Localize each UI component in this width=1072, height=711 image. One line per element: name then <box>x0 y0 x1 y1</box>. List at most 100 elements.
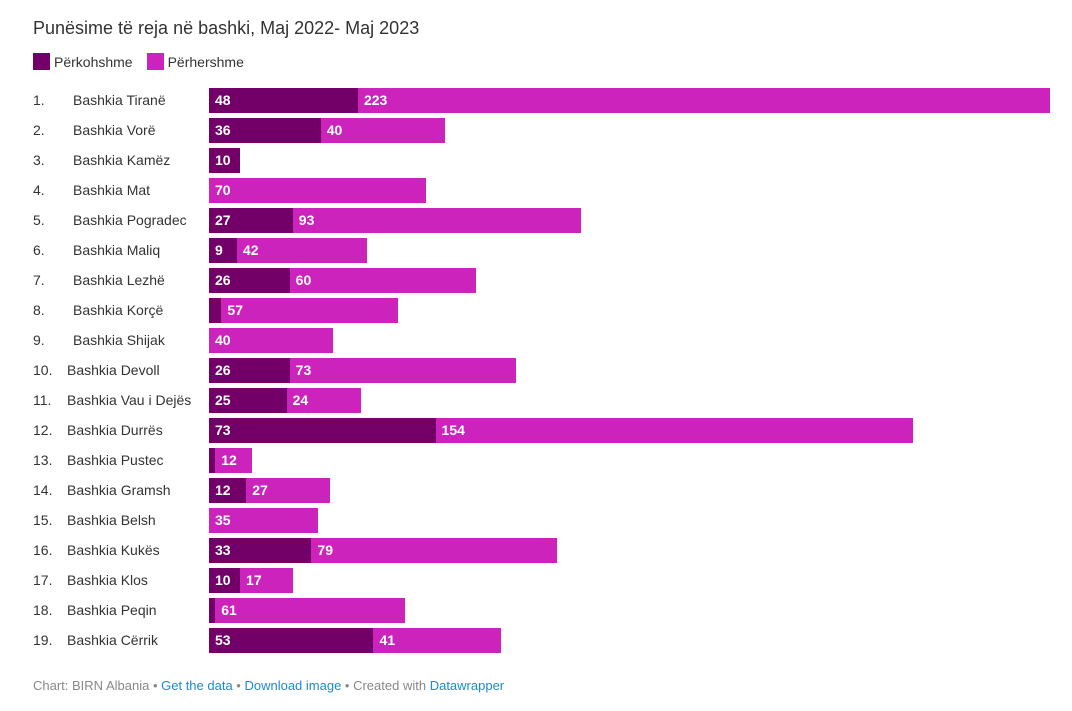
bar-row: 16. Bashkia Kukës 33 79 <box>0 538 1072 563</box>
category-label: Bashkia Belsh <box>67 512 156 528</box>
bar-perkohshme: 12 <box>209 478 247 503</box>
data-label: 12 <box>221 452 237 468</box>
data-label: 60 <box>295 272 312 288</box>
legend-item-perkohshme: Përkohshme <box>33 53 133 70</box>
bar-perhershme: 223 <box>357 88 1050 113</box>
rank-label: 6. <box>33 242 45 258</box>
rank-label: 15. <box>33 512 53 528</box>
rank-label: 10. <box>33 362 53 378</box>
bar-perkohshme: 9 <box>209 238 237 263</box>
bar-row: 11. Bashkia Vau i Dejës 25 24 <box>0 388 1072 413</box>
category-label: Bashkia Kukës <box>67 542 160 558</box>
category-label: Bashkia Tiranë <box>73 92 166 108</box>
bar-row: 3. Bashkia Kamëz 10 <box>0 148 1072 173</box>
bar-perhershme: 61 <box>215 598 405 623</box>
bar-perhershme: 70 <box>209 178 427 203</box>
bar-row: 18. Bashkia Peqin 61 <box>0 598 1072 623</box>
data-label: 36 <box>215 122 231 138</box>
get-data-link[interactable]: Get the data <box>161 678 233 693</box>
data-label: 24 <box>292 392 309 408</box>
rank-label: 18. <box>33 602 53 618</box>
category-label: Bashkia Pustec <box>67 452 164 468</box>
legend-item-perhershme: Përhershme <box>146 53 244 70</box>
bar-perkohshme: 26 <box>209 358 290 383</box>
data-label: 27 <box>252 482 268 498</box>
rank-label: 17. <box>33 572 53 588</box>
rank-label: 4. <box>33 182 45 198</box>
bar-perhershme: 12 <box>215 448 253 473</box>
data-label: 40 <box>215 332 231 348</box>
data-label: 12 <box>215 482 231 498</box>
data-label: 25 <box>215 392 231 408</box>
category-label: Bashkia Kamëz <box>73 152 171 168</box>
category-label: Bashkia Devoll <box>67 362 160 378</box>
category-label: Bashkia Durrës <box>67 422 163 438</box>
datawrapper-link[interactable]: Datawrapper <box>429 678 505 693</box>
data-label: 79 <box>317 542 333 558</box>
bar-row: 2. Bashkia Vorë 36 40 <box>0 118 1072 143</box>
bar-row: 5. Bashkia Pogradec 27 93 <box>0 208 1072 233</box>
bar-perhershme: 24 <box>286 388 362 413</box>
rank-label: 11. <box>33 392 52 408</box>
bar-perkohshme: 27 <box>209 208 293 233</box>
rank-label: 9. <box>33 332 45 348</box>
rank-label: 19. <box>33 632 53 648</box>
data-label: 26 <box>215 272 231 288</box>
data-label: 73 <box>295 362 312 378</box>
bar-row: 17. Bashkia Klos 10 17 <box>0 568 1072 593</box>
bar-perkohshme: 26 <box>209 268 290 293</box>
legend-label: Përhershme <box>167 53 244 70</box>
data-label: 61 <box>221 602 237 618</box>
category-label: Bashkia Pogradec <box>73 212 187 228</box>
bar-perhershme: 73 <box>289 358 517 383</box>
separator: • <box>149 678 162 693</box>
category-label: Bashkia Lezhë <box>73 272 165 288</box>
bar-perkohshme: 53 <box>209 628 374 653</box>
legend-swatch <box>146 53 164 70</box>
category-label: Bashkia Vorë <box>73 122 156 138</box>
data-label: 41 <box>379 632 396 648</box>
bar-perhershme: 17 <box>240 568 293 593</box>
created-with-text: Created with <box>353 678 427 693</box>
data-label: 154 <box>441 422 465 438</box>
data-label: 57 <box>227 302 243 318</box>
legend-label: Përkohshme <box>54 53 133 70</box>
bar-perkohshme: 33 <box>209 538 312 563</box>
bar-perkohshme: 36 <box>209 118 321 143</box>
data-label: 17 <box>246 572 262 588</box>
data-label: 9 <box>215 242 223 258</box>
category-label: Bashkia Peqin <box>67 602 157 618</box>
bar-row: 15. Bashkia Belsh 35 <box>0 508 1072 533</box>
bar-perhershme: 60 <box>289 268 476 293</box>
rank-label: 14. <box>33 482 53 498</box>
rank-label: 1. <box>33 92 45 108</box>
bar-perkohshme: 73 <box>209 418 436 443</box>
bar-row: 9. Bashkia Shijak 40 <box>0 328 1072 353</box>
bar-perkohshme <box>209 298 222 323</box>
rank-label: 3. <box>33 152 45 168</box>
category-label: Bashkia Maliq <box>73 242 161 258</box>
bar-row: 1. Bashkia Tiranë 48 223 <box>0 88 1072 113</box>
bar-row: 6. Bashkia Maliq 9 42 <box>0 238 1072 263</box>
bar-perkohshme: 25 <box>209 388 287 413</box>
bar-perhershme: 27 <box>246 478 331 503</box>
bar-row: 7. Bashkia Lezhë 26 60 <box>0 268 1072 293</box>
separator: • <box>232 678 245 693</box>
bar-row: 8. Bashkia Korçë 57 <box>0 298 1072 323</box>
category-label: Bashkia Korçë <box>73 302 164 318</box>
data-label: 10 <box>215 152 231 168</box>
bar-perhershme: 35 <box>209 508 318 533</box>
category-label: Bashkia Vau i Dejës <box>67 392 192 408</box>
bar-perhershme: 93 <box>292 208 582 233</box>
bar-perhershme: 40 <box>209 328 334 353</box>
bar-row: 14. Bashkia Gramsh 12 27 <box>0 478 1072 503</box>
rank-label: 12. <box>33 422 53 438</box>
legend: Përkohshme Përhershme <box>33 53 244 70</box>
bar-row: 4. Bashkia Mat 70 <box>0 178 1072 203</box>
data-label: 223 <box>363 92 388 108</box>
data-label: 33 <box>215 542 231 558</box>
data-label: 70 <box>215 182 231 198</box>
rank-label: 13. <box>33 452 53 468</box>
download-image-link[interactable]: Download image <box>244 678 342 693</box>
bar-perhershme: 40 <box>320 118 445 143</box>
